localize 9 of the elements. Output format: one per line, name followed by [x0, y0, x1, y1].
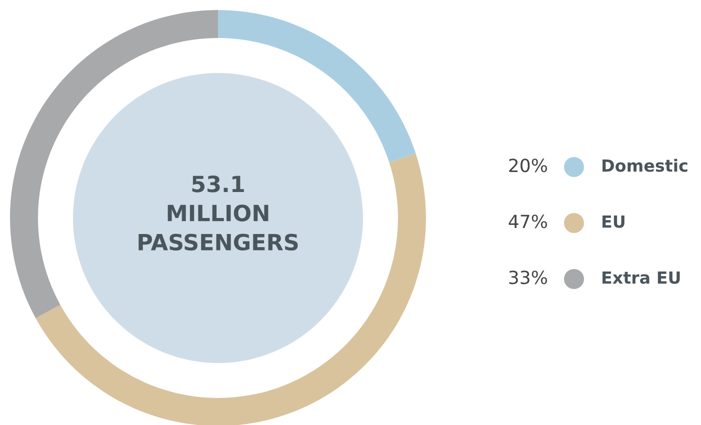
- donut-slice: [36, 154, 426, 425]
- donut-slice: [218, 10, 416, 162]
- data-label: 47%: [508, 214, 548, 228]
- data-label: 20%: [509, 158, 548, 172]
- legend-label: Extra EU: [602, 271, 680, 284]
- data-label: 33%: [509, 270, 548, 284]
- text: 53.1 MILLION PASSENGERS: [138, 176, 298, 251]
- legend-label: Domestic: [602, 158, 688, 172]
- legend-label: EU: [602, 215, 624, 228]
